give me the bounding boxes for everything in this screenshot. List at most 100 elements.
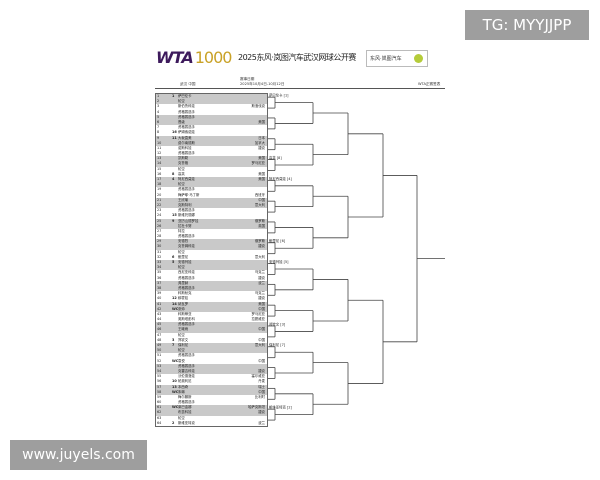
player-country: 哈萨克斯坦 xyxy=(248,405,265,410)
draw-row: 52 袁悦 中国 WC xyxy=(156,359,267,364)
player-country: 中国 xyxy=(258,389,265,394)
draw-row: 9 大坂直美 日本 11 xyxy=(156,135,267,141)
player-country: 美国 xyxy=(258,156,265,161)
line-number: 64 xyxy=(157,420,162,425)
player-country: 日本 xyxy=(258,135,265,140)
line-number: 51 xyxy=(157,353,162,358)
player-country: 中国 xyxy=(258,337,265,342)
line-number: 39 xyxy=(157,291,162,296)
player-name: 郑钦文 xyxy=(178,337,189,342)
player-name: 阿尼西莫娃 xyxy=(178,177,195,181)
logo-tier: 1000 xyxy=(194,48,233,67)
watermark-bottom: www.juyels.com xyxy=(10,440,147,470)
draw-row: 12 资格赛选手 xyxy=(156,151,267,156)
line-number: 60 xyxy=(157,400,162,405)
line-number: 18 xyxy=(157,182,162,187)
player-name: 本西奇 xyxy=(178,384,189,389)
draw-row: 24 斯维托丽娜 15 xyxy=(156,213,267,218)
tennis-ball-icon xyxy=(414,54,423,63)
draw-row: 47 轮空 xyxy=(156,333,267,338)
seed: WC xyxy=(172,389,179,394)
player-name: 萨姆索诺娃 xyxy=(178,130,195,135)
line-number: 49 xyxy=(157,343,162,347)
player-country: 捷克 xyxy=(258,275,265,280)
player-country: 拉脱维亚 xyxy=(251,317,265,322)
tournament-title: 2025东风·岚图汽车武汉网球公开赛 xyxy=(238,53,356,62)
line-number: 40 xyxy=(157,296,162,301)
player-name: 资格赛选手 xyxy=(178,322,195,327)
player-name: 科斯蒂亚 xyxy=(178,311,192,316)
player-country: 意大利 xyxy=(254,343,265,347)
line-number: 17 xyxy=(157,177,162,181)
seed: 14 xyxy=(172,301,177,306)
watermark-top: TG: MYYJJPP xyxy=(465,10,589,40)
seed: 1 xyxy=(172,94,175,98)
player-name: 拉杜卡努 xyxy=(178,223,192,228)
player-name: 斯维亚特克 xyxy=(178,420,195,425)
player-name: 莱巴金娜 xyxy=(178,405,192,410)
line-number: 2 xyxy=(157,99,160,104)
wta-logo: WTA 1000 xyxy=(156,48,233,67)
draw-row: 61 莱巴金娜 哈萨克斯坦 WC xyxy=(156,405,267,411)
player-country: 乌克兰 xyxy=(254,291,265,296)
draw-row: 59 梅尔滕斯 比利时 xyxy=(156,395,267,400)
line-number: 24 xyxy=(157,213,162,218)
draw-row: 56 帕奥利尼 丹麦 10 xyxy=(156,379,267,384)
draw-row: 36 资格赛选手 捷克 xyxy=(156,276,267,281)
line-number: 48 xyxy=(157,337,162,342)
line-number: 63 xyxy=(157,415,162,420)
player-name: 克鲁格 xyxy=(178,161,189,166)
line-number: 59 xyxy=(157,394,162,399)
player-name: 梅尔滕斯 xyxy=(178,394,192,399)
line-number: 53 xyxy=(157,363,162,368)
draw-row: 3 斯伯鲁科娃 斯洛伐克 xyxy=(156,104,267,109)
player-name: 轮空 xyxy=(178,415,185,420)
player-country: 捷克 xyxy=(258,410,265,415)
draw-row: 46 王曦雨 中国 xyxy=(156,327,267,333)
player-country: 中国 xyxy=(258,197,265,202)
draw-row: 25 亚历山德罗娃 俄罗斯 9 xyxy=(156,218,267,224)
draw-row: 11 诺斯科娃 捷克 xyxy=(156,146,267,151)
line-number: 61 xyxy=(157,405,162,410)
draw-row: 45 资格赛选手 xyxy=(156,322,267,328)
draw-row: 49 保利尼 意大利 7 xyxy=(156,343,267,349)
line-number: 5 xyxy=(157,114,160,119)
player-name: 王欣瑜 xyxy=(178,197,189,202)
draw-row: 54 克雷吉科娃 捷克 xyxy=(156,368,267,375)
draw-row: 10 费尔南德斯 加拿大 xyxy=(156,140,267,146)
line-number: 29 xyxy=(157,239,162,244)
player-name: 沃伦德洛娃 xyxy=(178,374,195,379)
line-number: 9 xyxy=(157,135,160,140)
line-number: 15 xyxy=(157,166,162,171)
draw-row: 21 王欣瑜 中国 xyxy=(156,197,267,203)
player-name: 资格赛选手 xyxy=(178,275,195,280)
draw-row: 40 穆霍娃 捷克 12 xyxy=(156,296,267,301)
player-name: 斯伯鲁科娃 xyxy=(178,104,195,109)
draw-table: 1 萨巴伦卡 1 2 轮空 3 斯伯鲁科娃 斯洛伐克 4 资格赛选手 5 资格赛选手 6 晋级 美国 7 资格赛… xyxy=(155,93,268,427)
player-country: 美国 xyxy=(258,119,265,124)
draw-type-label: WTA正赛签表 xyxy=(418,82,441,86)
player-name: 王曦雨 xyxy=(178,327,189,332)
player-country: 加拿大 xyxy=(254,140,265,145)
player-name: 纳瓦罗 xyxy=(178,301,189,306)
player-name: 安德列娃 xyxy=(178,260,192,264)
draw-row: 58 朱琳 中国 WC xyxy=(156,389,267,395)
player-name: 资格赛选手 xyxy=(178,353,195,358)
seed: 10 xyxy=(172,379,177,384)
player-country: 中国 xyxy=(258,306,265,311)
player-name: 资格赛选手 xyxy=(178,125,195,130)
draw-row: 33 安德列娃 5 xyxy=(156,260,267,266)
draw-row: 44 奥斯塔彭科 拉脱维亚 xyxy=(156,317,267,322)
line-number: 52 xyxy=(157,358,162,363)
line-number: 37 xyxy=(157,280,162,285)
draw-row: 50 轮空 xyxy=(156,348,267,354)
location: 武汉 中国 xyxy=(180,82,196,86)
seed: 13 xyxy=(172,384,177,389)
draw-row: 16 高芙 美国 8 xyxy=(156,172,267,177)
line-number: 10 xyxy=(157,140,162,145)
player-name: 弗里赫 xyxy=(178,280,189,285)
player-name: 轮空 xyxy=(178,166,185,171)
player-name: 资格赛选手 xyxy=(178,234,195,239)
player-name: 高芙 xyxy=(178,171,185,176)
draw-row: 26 拉杜卡努 英国 xyxy=(156,223,267,229)
